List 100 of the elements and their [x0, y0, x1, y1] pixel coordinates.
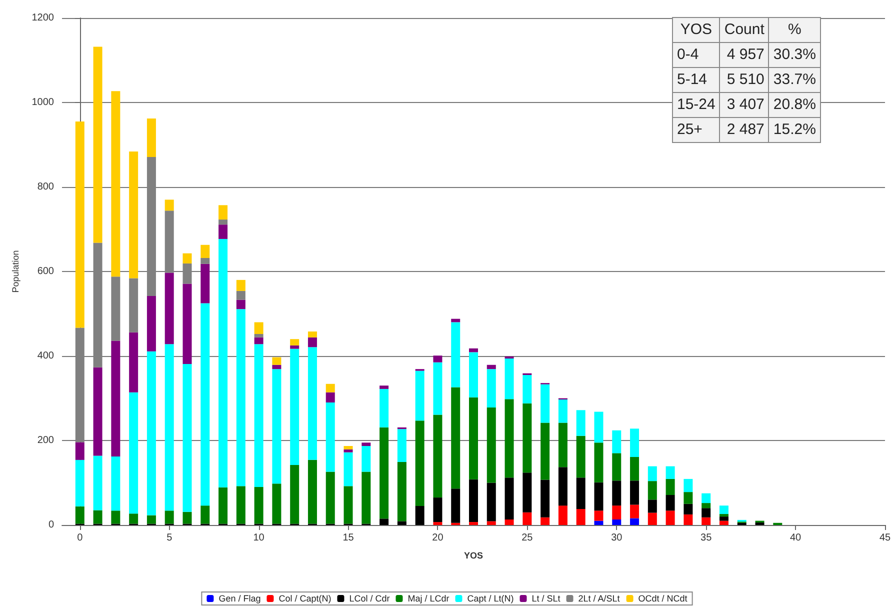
- bar: [415, 506, 424, 525]
- x-tick-label: 10: [253, 532, 265, 544]
- x-tick-label: 30: [611, 532, 623, 544]
- bar: [522, 375, 532, 404]
- bar: [380, 388, 389, 428]
- legend-label: 2Lt / A/SLt: [578, 594, 620, 604]
- bar: [146, 351, 156, 516]
- bar: [254, 337, 264, 344]
- bar: [576, 508, 586, 525]
- bar: [362, 446, 371, 472]
- bar: [129, 278, 138, 332]
- bar: [93, 510, 102, 524]
- bar: [702, 503, 711, 508]
- annotation: 25+: [672, 118, 720, 142]
- bar: [290, 348, 300, 466]
- bar: [630, 456, 640, 481]
- bar: [451, 322, 460, 388]
- legend-label: LCol / Cdr: [349, 594, 390, 604]
- bar: [272, 357, 282, 365]
- bar: [397, 521, 406, 525]
- y-tick-label: 1000: [32, 97, 54, 108]
- bar: [576, 478, 586, 509]
- x-tick-label: 40: [790, 532, 802, 544]
- bar: [272, 369, 282, 484]
- bar: [415, 370, 424, 421]
- bar: [146, 515, 156, 524]
- bar: [308, 460, 317, 524]
- bar: [93, 456, 102, 510]
- bar: [290, 345, 300, 349]
- bar: [326, 384, 335, 392]
- bar: [236, 280, 246, 291]
- bar: [129, 392, 138, 514]
- bar: [576, 410, 586, 436]
- bar: [326, 472, 335, 524]
- bar: [486, 521, 496, 525]
- bar: [630, 518, 640, 525]
- bar: [111, 340, 120, 457]
- annotation: 15-24: [672, 92, 720, 118]
- bar: [630, 480, 640, 505]
- bar: [486, 369, 496, 408]
- bar: [326, 392, 335, 402]
- bar: [540, 384, 550, 423]
- bar: [558, 400, 568, 423]
- bar: [666, 510, 675, 525]
- bar: [666, 466, 675, 479]
- bar: [433, 414, 442, 498]
- bar: [380, 386, 389, 389]
- bar: [111, 91, 120, 277]
- bar: [540, 422, 550, 480]
- bar: [486, 364, 496, 370]
- bar: [504, 356, 514, 359]
- bar: [236, 486, 246, 524]
- bar: [344, 449, 353, 452]
- bar: [522, 472, 532, 512]
- bar: [362, 472, 371, 524]
- bar: [200, 506, 210, 524]
- x-tick-label: 20: [432, 532, 444, 544]
- bar: [344, 452, 353, 486]
- bar: [415, 420, 424, 506]
- bar: [272, 364, 282, 370]
- annotation: Count: [720, 18, 769, 42]
- y-axis-title: Population: [10, 250, 20, 293]
- bar: [719, 506, 728, 514]
- x-tick-label: 25: [522, 532, 534, 544]
- bar: [254, 344, 264, 487]
- bar: [218, 487, 228, 524]
- bar: [236, 309, 246, 486]
- bar: [702, 517, 711, 525]
- bar: [326, 402, 335, 472]
- bar: [129, 514, 138, 524]
- bar: [200, 264, 210, 304]
- bar: [397, 429, 406, 462]
- bar: [93, 367, 102, 456]
- bar: [451, 488, 460, 523]
- bar: [75, 506, 84, 524]
- x-tick-label: 0: [77, 532, 84, 544]
- bar: [469, 348, 478, 352]
- legend-label: Gen / Flag: [218, 594, 261, 604]
- bar: [129, 152, 138, 278]
- bar: [666, 495, 675, 511]
- annotation: %: [768, 18, 820, 42]
- x-tick-label: 5: [166, 532, 173, 544]
- bar: [182, 284, 192, 364]
- y-tick-label: 600: [37, 266, 54, 277]
- bar: [290, 465, 300, 524]
- bar: [200, 258, 210, 264]
- bar: [522, 403, 532, 473]
- bar: [594, 482, 604, 511]
- y-tick-label: 1200: [32, 12, 54, 24]
- bar: [433, 498, 442, 522]
- bar: [75, 442, 84, 460]
- bar: [648, 512, 657, 525]
- bar: [433, 356, 442, 362]
- bar: [272, 484, 282, 524]
- bar: [504, 520, 514, 525]
- legend-label: Maj / LCdr: [408, 594, 450, 604]
- bar: [397, 462, 406, 522]
- bar: [612, 430, 622, 454]
- bar: [236, 290, 246, 300]
- bar: [200, 303, 210, 506]
